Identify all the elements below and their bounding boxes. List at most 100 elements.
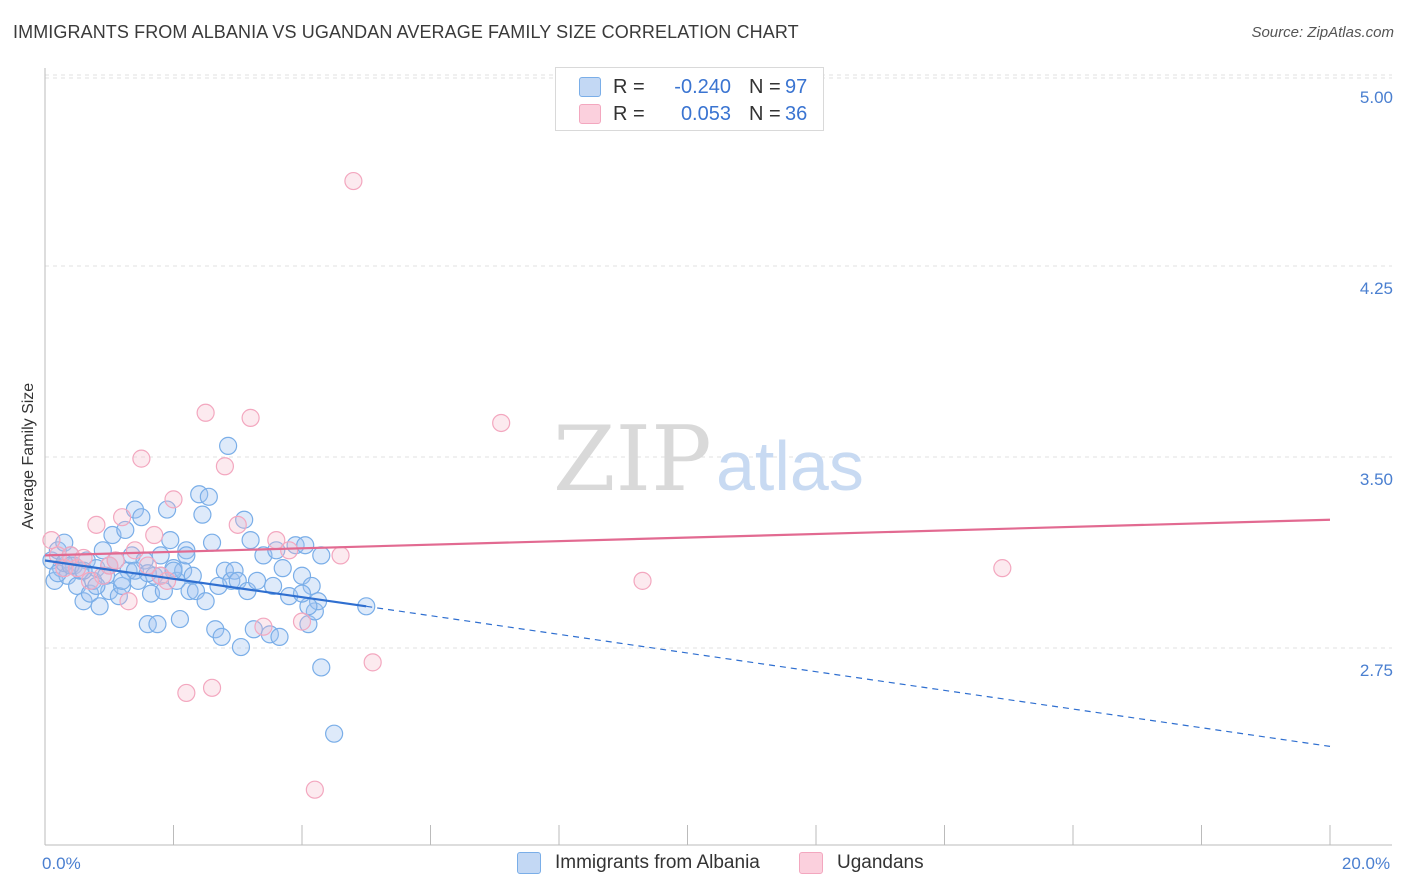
point-albania	[199, 487, 218, 506]
r-value: -0.240	[674, 75, 731, 98]
point-albania	[109, 587, 128, 606]
point-albania	[193, 505, 212, 524]
y-tick-label: 5.00	[1360, 88, 1393, 107]
point-ugandans	[177, 683, 196, 703]
point-ugandans	[202, 678, 222, 697]
point-ugandans	[196, 403, 215, 422]
point-ugandans	[145, 525, 164, 545]
y-axis-label: Average Family Size	[20, 383, 37, 530]
point-ugandans	[157, 571, 177, 590]
point-albania	[312, 658, 331, 677]
point-albania	[112, 576, 132, 596]
point-albania	[129, 571, 148, 590]
x-tick-label: 20.0%	[1342, 854, 1390, 873]
point-albania	[225, 561, 244, 580]
r-label: R =	[613, 75, 645, 98]
point-ugandans	[292, 612, 312, 631]
axes	[44, 68, 1392, 846]
point-ugandans	[228, 515, 247, 534]
point-ugandans	[993, 559, 1012, 578]
point-albania	[74, 592, 93, 611]
point-albania	[148, 615, 167, 634]
legend-row-albania: R = -0.240 N = 97	[579, 74, 807, 100]
point-albania	[196, 592, 215, 611]
point-ugandans	[633, 571, 652, 590]
legend-item-ugandans[interactable]: Ugandans	[799, 852, 924, 874]
trend-line-albania	[44, 559, 367, 608]
point-ugandans	[280, 541, 299, 560]
point-albania	[180, 581, 199, 601]
point-albania	[270, 627, 289, 646]
point-ugandans	[492, 413, 511, 433]
point-ugandans	[125, 541, 145, 560]
point-ugandans	[42, 531, 61, 550]
point-ugandans	[254, 617, 273, 636]
n-value: 97	[785, 75, 808, 98]
point-ugandans	[74, 548, 93, 568]
stats-legend: R = -0.240 N = 97 R = 0.053 N = 36	[555, 67, 824, 131]
point-albania	[241, 531, 260, 550]
legend-label-albania: Immigrants from Albania	[555, 852, 760, 873]
point-albania	[161, 531, 180, 550]
watermark: ZIP atlas	[553, 407, 864, 512]
legend-swatch-ugandans	[579, 104, 601, 124]
point-albania	[132, 508, 151, 527]
point-ugandans	[363, 653, 382, 672]
point-albania	[90, 597, 109, 616]
series-legend: Immigrants from Albania Ugandans	[0, 852, 1406, 878]
point-ugandans	[112, 508, 132, 527]
point-albania	[312, 546, 331, 565]
point-albania	[222, 571, 241, 590]
point-albania	[206, 620, 225, 639]
point-ugandans	[215, 457, 234, 476]
legend-swatch-ugandans	[799, 852, 823, 874]
trend-lines	[44, 518, 1331, 747]
n-label: N =	[749, 75, 781, 98]
trend-line-albania-projection	[366, 605, 1331, 747]
legend-label-ugandans: Ugandans	[837, 852, 924, 873]
point-ugandans	[93, 566, 112, 585]
point-albania	[138, 615, 157, 634]
grid-lines	[45, 74, 1392, 649]
point-albania	[302, 576, 321, 596]
point-albania	[325, 724, 344, 743]
point-ugandans	[119, 592, 138, 611]
point-albania	[219, 436, 238, 455]
point-albania	[154, 581, 173, 601]
watermark-zip: ZIP	[553, 407, 712, 512]
point-albania	[215, 561, 234, 580]
r-value: 0.053	[680, 102, 731, 125]
point-albania	[177, 546, 196, 565]
tick-labels: 2.75 3.50 4.25 5.00 0.0% 20.0%	[42, 88, 1393, 873]
point-ugandans	[132, 449, 151, 468]
legend-swatch-albania	[517, 852, 541, 874]
point-ugandans	[87, 515, 106, 534]
point-ugandans	[106, 551, 125, 570]
chart-title: IMMIGRANTS FROM ALBANIA VS UGANDAN AVERA…	[13, 22, 799, 42]
legend-item-albania[interactable]: Immigrants from Albania	[517, 852, 760, 874]
x-tick-label: 0.0%	[42, 854, 81, 873]
legend-swatch-albania	[579, 77, 601, 97]
point-albania	[231, 637, 251, 657]
trend-line-ugandans	[44, 518, 1331, 557]
point-ugandans	[344, 171, 363, 191]
y-tick-label: 3.50	[1360, 470, 1393, 489]
r-label: R =	[613, 102, 645, 125]
point-albania	[273, 559, 292, 578]
watermark-atlas: atlas	[716, 427, 864, 505]
point-albania	[263, 576, 283, 596]
source-label: Source: ZipAtlas.com	[1251, 24, 1394, 41]
point-albania	[292, 584, 312, 603]
point-ugandans	[331, 546, 350, 565]
point-ugandans	[241, 408, 260, 427]
legend-row-ugandans: R = 0.053 N = 36	[579, 101, 807, 127]
point-albania	[212, 627, 231, 646]
n-label: N =	[749, 102, 781, 125]
n-value: 36	[785, 102, 808, 125]
y-tick-label: 4.25	[1360, 279, 1393, 298]
point-albania	[157, 500, 177, 519]
point-albania	[296, 536, 315, 555]
point-albania	[170, 609, 190, 629]
point-ugandans	[305, 780, 324, 799]
